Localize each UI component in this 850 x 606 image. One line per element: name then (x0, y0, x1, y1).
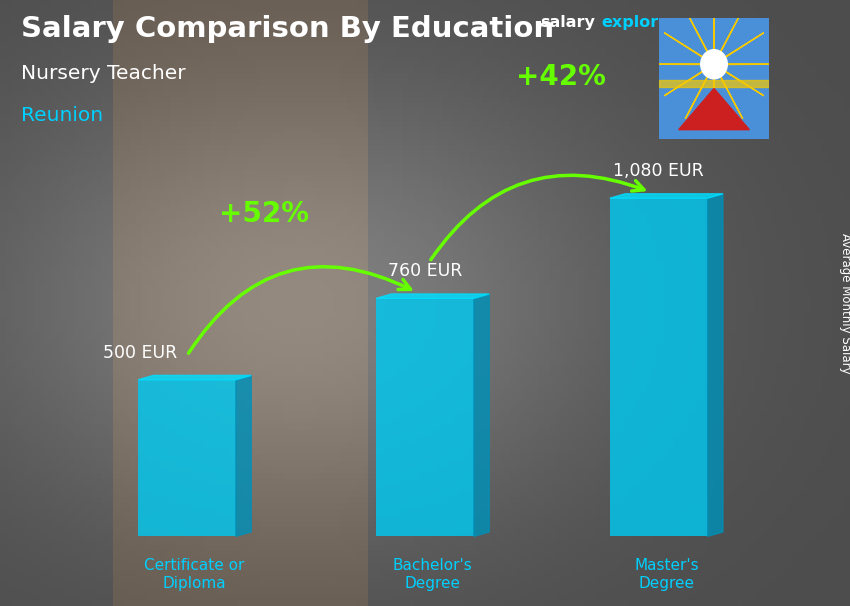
Text: Nursery Teacher: Nursery Teacher (21, 64, 186, 82)
Text: Certificate or
Diploma: Certificate or Diploma (144, 559, 245, 591)
Text: +42%: +42% (516, 63, 606, 91)
Text: +52%: +52% (218, 199, 309, 227)
Polygon shape (474, 294, 490, 536)
Polygon shape (609, 194, 722, 198)
Polygon shape (376, 294, 490, 298)
Polygon shape (722, 69, 764, 96)
Polygon shape (685, 73, 710, 119)
Polygon shape (664, 69, 706, 96)
FancyBboxPatch shape (376, 298, 474, 536)
Polygon shape (722, 33, 764, 59)
Bar (659, 80, 769, 87)
Text: salary: salary (540, 15, 595, 30)
Text: Master's
Degree: Master's Degree (634, 559, 699, 591)
Polygon shape (678, 88, 750, 130)
Text: Reunion: Reunion (21, 106, 104, 125)
Polygon shape (707, 194, 722, 536)
Text: Salary Comparison By Education: Salary Comparison By Education (21, 15, 554, 43)
Text: 760 EUR: 760 EUR (388, 262, 462, 280)
Polygon shape (685, 10, 710, 56)
Circle shape (700, 50, 728, 79)
Text: 500 EUR: 500 EUR (103, 344, 178, 362)
Text: Bachelor's
Degree: Bachelor's Degree (393, 559, 473, 591)
Text: explorer: explorer (601, 15, 677, 30)
Polygon shape (236, 375, 252, 536)
Polygon shape (664, 33, 706, 59)
Polygon shape (718, 10, 743, 56)
Text: Average Monthly Salary: Average Monthly Salary (839, 233, 850, 373)
Text: .com: .com (672, 15, 715, 30)
Polygon shape (138, 375, 252, 380)
Polygon shape (718, 73, 743, 119)
FancyBboxPatch shape (609, 198, 707, 536)
Text: 1,080 EUR: 1,080 EUR (614, 162, 704, 180)
FancyBboxPatch shape (138, 380, 236, 536)
